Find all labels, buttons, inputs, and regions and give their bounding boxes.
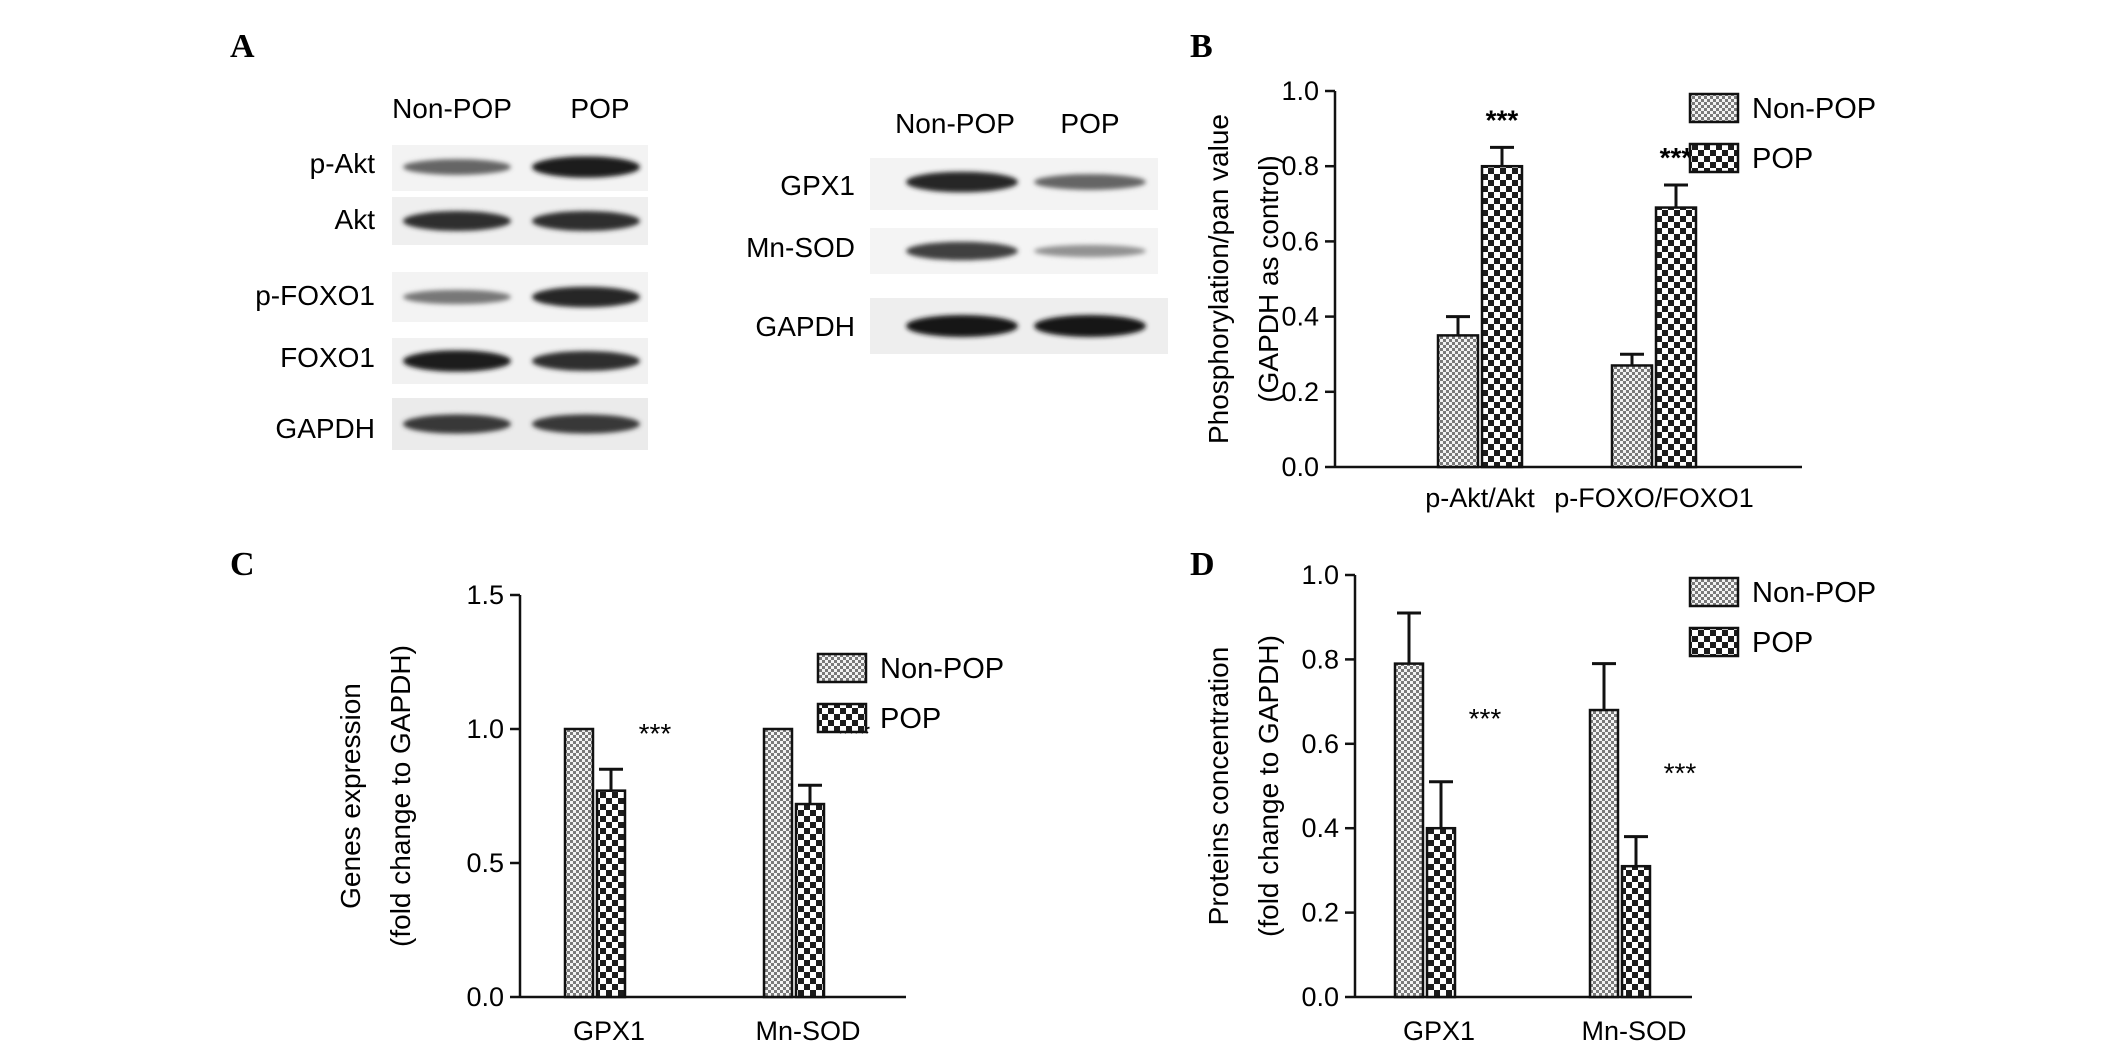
bar-non-pop bbox=[1588, 708, 1620, 999]
blot-left-column-label: Non-POP bbox=[392, 93, 512, 124]
significance-marker: *** bbox=[1486, 104, 1519, 135]
y-tick-label: 0.8 bbox=[1281, 151, 1319, 181]
x-tick-label: p-FOXO/FOXO1 bbox=[1554, 483, 1754, 513]
blot-band bbox=[403, 289, 511, 305]
y-tick-label: 1.0 bbox=[1301, 560, 1339, 590]
x-tick-label: Mn-SOD bbox=[755, 1016, 860, 1046]
panel-letter-c: C bbox=[230, 546, 255, 583]
blot-right-row-label: Mn-SOD bbox=[746, 232, 855, 263]
blot-left-row-label: Akt bbox=[335, 204, 376, 235]
panel-letter-d: D bbox=[1190, 546, 1215, 583]
blot-left-row-label: p-Akt bbox=[310, 148, 376, 179]
blot-band bbox=[532, 414, 640, 434]
blot-left-column-label: POP bbox=[570, 93, 629, 124]
blot-band bbox=[532, 351, 640, 371]
bar-chart-c: 0.0 0.5 1.0 1.5 Genes expression (fold change… bbox=[335, 580, 1004, 1046]
y-tick-label: 0.5 bbox=[466, 848, 504, 878]
blot-band bbox=[403, 414, 511, 434]
significance-marker: *** bbox=[1469, 703, 1502, 734]
blot-right-row-label: GAPDH bbox=[755, 311, 855, 342]
y-axis-title: Genes expression bbox=[335, 683, 366, 909]
bar-non-pop bbox=[762, 727, 794, 999]
panel-letter-a: A bbox=[230, 28, 255, 65]
legend-label: POP bbox=[880, 703, 941, 735]
y-tick-label: 0.0 bbox=[466, 982, 504, 1012]
y-tick-label: 0.6 bbox=[1301, 729, 1339, 759]
bar-pop bbox=[595, 789, 627, 999]
y-tick-label: 1.0 bbox=[1281, 76, 1319, 106]
blot-left-row-label: p-FOXO1 bbox=[255, 280, 375, 311]
legend-label: Non-POP bbox=[1752, 93, 1876, 125]
western-blot-right: Non-POP POP GPX1 Mn-SOD GAPDH bbox=[746, 108, 1168, 354]
x-tick-label: GPX1 bbox=[573, 1016, 645, 1046]
legend-swatch-non-pop bbox=[1688, 576, 1740, 608]
y-axis-title: (fold change to GAPDH) bbox=[385, 645, 416, 947]
legend-label: Non-POP bbox=[880, 653, 1004, 685]
blot-band bbox=[532, 286, 640, 308]
bar-chart-d: 0.0 0.2 0.4 0.6 0.8 1.0 Proteins concentration… bbox=[1203, 560, 1876, 1046]
panel-letter-b: B bbox=[1190, 28, 1213, 65]
blot-left-row-label: GAPDH bbox=[275, 413, 375, 444]
bar-pop bbox=[1654, 206, 1698, 469]
blot-right-column-label: Non-POP bbox=[895, 108, 1015, 139]
x-tick-label: GPX1 bbox=[1403, 1016, 1475, 1046]
bar-pop bbox=[1425, 826, 1457, 999]
bar-pop bbox=[794, 802, 826, 999]
y-tick-label: 0.8 bbox=[1301, 644, 1339, 674]
significance-marker: *** bbox=[639, 718, 672, 749]
significance-marker: *** bbox=[1664, 758, 1697, 789]
significance-marker: *** bbox=[1660, 142, 1693, 173]
legend-label: POP bbox=[1752, 143, 1813, 175]
blot-right-row-label: GPX1 bbox=[780, 170, 855, 201]
legend-swatch-pop bbox=[1688, 142, 1740, 174]
legend-swatch-non-pop bbox=[816, 652, 868, 684]
bar-chart-b: 0.0 0.2 0.4 0.6 0.8 1.0 Phosphorylation/pan va… bbox=[1203, 76, 1876, 513]
y-tick-label: 1.0 bbox=[466, 714, 504, 744]
y-tick-label: 0.2 bbox=[1281, 377, 1319, 407]
blot-band bbox=[532, 156, 640, 178]
y-tick-label: 0.2 bbox=[1301, 898, 1339, 928]
bar-non-pop bbox=[563, 727, 595, 999]
legend-swatch-pop bbox=[816, 702, 868, 734]
western-blot-left: Non-POP POP p-Akt Akt p-FOXO1 FOXO1 GAPD… bbox=[255, 93, 648, 450]
bar-non-pop bbox=[1393, 662, 1425, 999]
y-axis-title: Proteins concentration bbox=[1203, 647, 1234, 926]
blot-band bbox=[403, 159, 511, 175]
y-axis-title: (GAPDH as control) bbox=[1253, 155, 1284, 402]
blot-right-column-label: POP bbox=[1060, 108, 1119, 139]
legend-label: POP bbox=[1752, 627, 1813, 659]
blot-band bbox=[403, 350, 511, 372]
y-tick-label: 0.4 bbox=[1301, 813, 1339, 843]
blot-band bbox=[1034, 244, 1146, 258]
bar-non-pop bbox=[1436, 334, 1480, 469]
y-tick-label: 0.0 bbox=[1281, 452, 1319, 482]
bar-non-pop bbox=[1610, 364, 1654, 469]
y-tick-label: 1.5 bbox=[466, 580, 504, 610]
blot-band bbox=[532, 211, 640, 231]
blot-band bbox=[906, 315, 1018, 337]
blot-band bbox=[906, 171, 1018, 193]
y-tick-label: 0.6 bbox=[1281, 226, 1319, 256]
legend-swatch-pop bbox=[1688, 626, 1740, 658]
bar-pop bbox=[1620, 864, 1652, 999]
blot-band bbox=[403, 211, 511, 231]
x-tick-label: Mn-SOD bbox=[1581, 1016, 1686, 1046]
blot-left-row-label: FOXO1 bbox=[280, 342, 375, 373]
blot-band bbox=[1034, 315, 1146, 337]
legend-label: Non-POP bbox=[1752, 577, 1876, 609]
y-axis-title: Phosphorylation/pan value bbox=[1203, 114, 1234, 444]
blot-band bbox=[906, 241, 1018, 261]
y-axis-title: (fold change to GAPDH) bbox=[1253, 635, 1284, 937]
legend-swatch-non-pop bbox=[1688, 92, 1740, 124]
blot-band bbox=[1034, 174, 1146, 190]
y-tick-label: 0.0 bbox=[1301, 982, 1339, 1012]
bar-pop bbox=[1480, 164, 1524, 469]
y-tick-label: 0.4 bbox=[1281, 302, 1319, 332]
x-tick-label: p-Akt/Akt bbox=[1425, 483, 1535, 513]
